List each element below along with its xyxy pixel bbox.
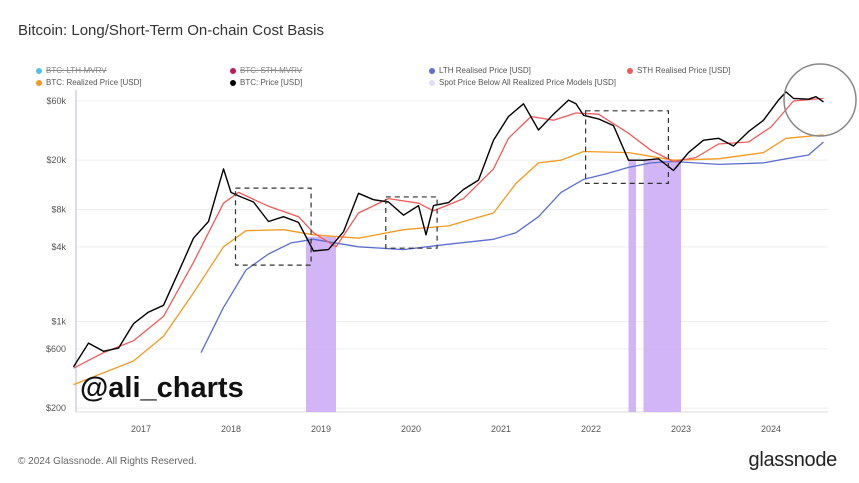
y-tick-label: $600	[46, 344, 66, 354]
legend-swatch-1	[230, 67, 236, 74]
legend-swatch-6	[429, 79, 435, 86]
legend-label: BTC: STH-MVRV	[240, 66, 303, 75]
legend-item[interactable]: BTC: Realized Price [USD]	[36, 78, 142, 87]
y-tick-label: $8k	[51, 205, 66, 215]
legend-swatch-3	[627, 67, 633, 74]
legend-label: STH Realised Price [USD]	[637, 66, 731, 75]
legend-label: BTC: LTH-MVRV	[46, 66, 107, 75]
legend-item[interactable]: BTC: STH-MVRV	[230, 66, 302, 75]
series-line-3	[73, 134, 824, 386]
x-tick-label: 2022	[581, 424, 601, 434]
legend-item[interactable]: STH Realised Price [USD]	[627, 66, 730, 75]
annotation-circle	[783, 63, 857, 137]
legend-label: BTC: Price [USD]	[240, 78, 303, 87]
series-line-0	[72, 91, 824, 368]
legend: BTC: LTH-MVRV BTC: STH-MVRV LTH Realised…	[36, 66, 836, 90]
annotation-box	[584, 110, 669, 184]
x-tick-label: 2023	[671, 424, 691, 434]
legend-label: BTC: Realized Price [USD]	[46, 78, 142, 87]
legend-swatch-2	[429, 67, 435, 74]
annotation-box	[234, 187, 312, 266]
y-tick-label: $60k	[46, 96, 66, 106]
x-tick-label: 2019	[311, 424, 331, 434]
shaded-region	[628, 160, 636, 412]
y-tick-label: $4k	[51, 242, 66, 252]
legend-item[interactable]: LTH Realised Price [USD]	[429, 66, 531, 75]
watermark: @ali_charts	[80, 372, 244, 404]
shaded-region	[306, 236, 336, 412]
copyright: © 2024 Glassnode. All Rights Reserved.	[18, 456, 197, 467]
series-line-2	[200, 141, 824, 353]
y-tick-label: $200	[46, 403, 66, 413]
legend-swatch-5	[230, 79, 236, 86]
legend-swatch-4	[36, 79, 42, 86]
x-tick-label: 2020	[401, 424, 421, 434]
y-tick-label: $1k	[51, 316, 66, 326]
chart-title: Bitcoin: Long/Short-Term On-chain Cost B…	[18, 22, 324, 39]
shaded-region	[643, 160, 681, 412]
legend-item[interactable]: Spot Price Below All Realized Price Mode…	[429, 78, 616, 87]
legend-item[interactable]: BTC: LTH-MVRV	[36, 66, 107, 75]
legend-label: LTH Realised Price [USD]	[439, 66, 531, 75]
legend-label: Spot Price Below All Realized Price Mode…	[439, 78, 616, 87]
x-tick-label: 2024	[761, 424, 781, 434]
legend-swatch-0	[36, 67, 42, 74]
x-tick-label: 2018	[221, 424, 241, 434]
y-tick-label: $20k	[46, 155, 66, 165]
x-tick-label: 2017	[131, 424, 151, 434]
glassnode-logo: glassnode	[748, 449, 838, 471]
series-line-1	[73, 97, 824, 369]
annotation-box	[385, 196, 438, 249]
legend-item[interactable]: BTC: Price [USD]	[230, 78, 302, 87]
x-tick-label: 2021	[491, 424, 511, 434]
